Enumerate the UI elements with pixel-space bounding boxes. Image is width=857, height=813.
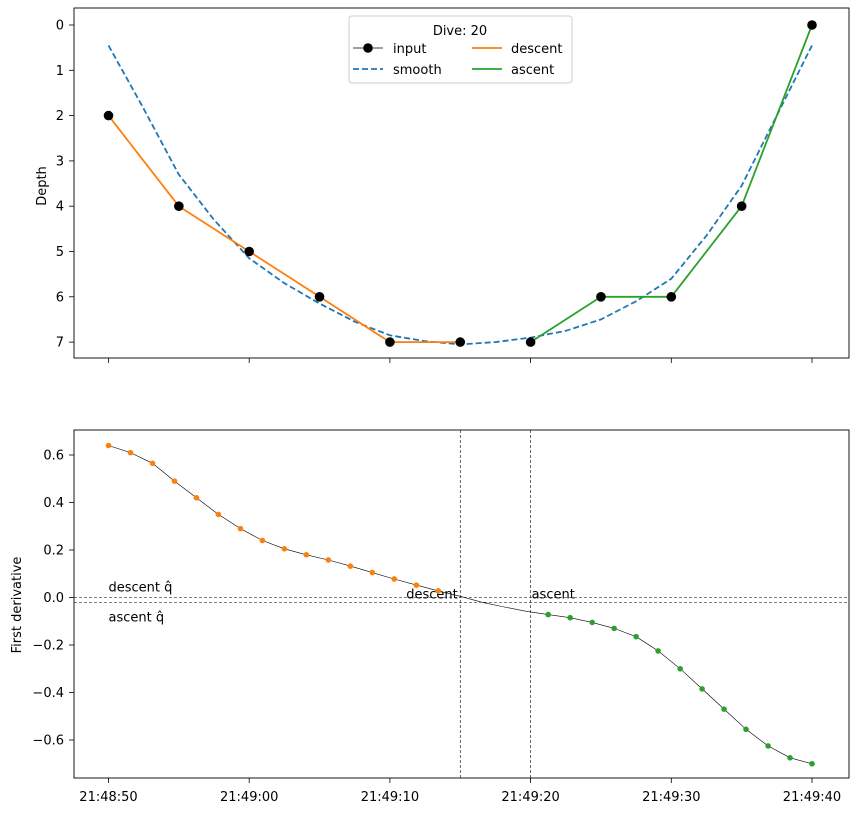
legend-entry-ascent: ascent <box>472 63 554 78</box>
legend-label-descent: descent <box>511 42 563 57</box>
descent-derivative-point <box>149 460 156 467</box>
derivative-y-ticks: 0.6 0.4 0.2 0.0 −0.2 −0.4 −0.6 <box>32 449 74 749</box>
ascent-derivative-point <box>721 706 727 712</box>
input-point <box>174 201 184 211</box>
derivative-panel: descent q̂ascent q̂descent ascent 0.60.40… <box>10 429 850 805</box>
depth-y-tick-label: 4 <box>56 200 64 215</box>
ascent-derivative-point <box>809 760 815 767</box>
derivative-y-tick-label: −0.6 <box>32 734 64 749</box>
legend-label-ascent: ascent <box>511 63 554 78</box>
derivative-y-tick-label: 0.6 <box>43 449 64 464</box>
legend-entry-smooth: smooth <box>353 63 442 78</box>
depth-panel: 0 1 2 3 4 5 6 7 Depth Dive: 20 input smooth des… <box>35 7 850 363</box>
depth-y-tick-label: 5 <box>56 245 64 260</box>
depth-y-ticks: 0 1 2 3 4 5 6 7 <box>56 19 74 351</box>
legend: Dive: 20 input smooth descent ascent <box>348 15 573 84</box>
depth-y-tick-label: 7 <box>56 336 64 351</box>
legend-marker-input <box>363 43 373 53</box>
input-point <box>314 292 325 302</box>
depth-series-group <box>103 20 817 347</box>
derivative-x-tick-label: 21:49:10 <box>361 790 419 805</box>
ascent-vline-annotation: ascent <box>532 588 575 603</box>
depth-y-tick-label: 1 <box>56 64 64 79</box>
ascent-derivative-point <box>787 755 793 761</box>
descent-derivative-point <box>193 494 200 501</box>
derivative-x-tick-label: 21:49:00 <box>220 790 278 805</box>
descent-derivative-point <box>347 563 354 569</box>
input-point <box>385 337 395 347</box>
derivative-x-ticks: 21:48:50 21:49:00 21:49:10 21:49:20 21:49:30… <box>79 778 841 805</box>
descent-derivative-point <box>105 442 112 449</box>
descent-q-annotation: descent q̂ <box>109 581 173 596</box>
depth-y-tick-label: 2 <box>56 109 64 124</box>
derivative-x-tick-label: 21:49:30 <box>642 790 700 805</box>
descent-derivative-point <box>303 551 310 558</box>
descent-derivative-point <box>413 582 420 588</box>
descent-derivative-point <box>435 588 442 594</box>
depth-y-tick-label: 3 <box>56 154 64 169</box>
descent-derivative-point <box>215 511 222 518</box>
descent-line <box>107 115 461 344</box>
input-point <box>525 337 536 347</box>
descent-derivative-point <box>127 449 134 456</box>
ascent-derivative-point <box>765 743 771 749</box>
ascent-derivative-point <box>655 648 661 654</box>
ascent-q-annotation: ascent q̂ <box>109 610 165 625</box>
depth-y-tick-label: 0 <box>56 19 64 34</box>
derivative-y-tick-label: 0.0 <box>43 591 64 606</box>
legend-entry-input: input <box>353 42 426 57</box>
input-point <box>103 110 114 121</box>
derivative-y-tick-label: −0.4 <box>32 686 64 701</box>
descent-derivative-point <box>369 569 376 576</box>
legend-box <box>348 15 573 84</box>
ascent-derivative-point <box>633 633 639 640</box>
depth-y-tick-label: 6 <box>56 290 64 305</box>
derivative-x-tick-label: 21:49:20 <box>501 790 559 805</box>
ascent-derivative-point <box>743 726 749 733</box>
derivative-x-tick-label: 21:49:40 <box>783 790 841 805</box>
legend-title: Dive: 20 <box>433 24 487 39</box>
legend-label-input: input <box>393 42 426 57</box>
descent-derivative-point <box>281 546 288 552</box>
legend-label-smooth: smooth <box>393 63 442 78</box>
derivative-y-axis-label: First derivative <box>10 557 25 654</box>
descent-derivative-point <box>325 557 332 563</box>
derivative-plot-frame <box>73 429 850 779</box>
reference-lines: descent q̂ ascent q̂ descent ascent <box>74 430 849 778</box>
derivative-series-group <box>105 442 815 767</box>
ascent-derivative-point <box>545 611 551 618</box>
depth-plot-frame <box>73 7 850 359</box>
input-point <box>807 20 817 30</box>
ascent-derivative-point <box>699 686 705 692</box>
derivative-y-tick-label: 0.4 <box>43 496 64 511</box>
descent-derivative-point <box>171 478 178 484</box>
input-point <box>736 201 747 211</box>
input-point <box>666 292 677 302</box>
derivative-y-tick-label: 0.2 <box>43 544 64 559</box>
depth-y-axis-label: Depth <box>35 166 50 206</box>
derivative-line <box>108 445 813 765</box>
ascent-derivative-point <box>589 619 596 626</box>
ascent-derivative-point <box>567 614 573 621</box>
derivative-y-tick-label: −0.2 <box>32 639 64 654</box>
legend-entry-descent: descent <box>472 42 563 57</box>
ascent-derivative-point <box>611 625 617 632</box>
descent-derivative-point <box>237 525 244 532</box>
input-point <box>244 246 254 257</box>
depth-x-ticks <box>108 358 813 363</box>
derivative-x-tick-label: 21:48:50 <box>79 790 137 805</box>
ascent-derivative-point <box>677 665 683 672</box>
descent-vline-annotation: descent <box>406 588 458 603</box>
descent-derivative-point <box>391 576 398 582</box>
descent-derivative-point <box>259 537 266 544</box>
input-point <box>455 337 466 347</box>
input-point <box>596 292 606 302</box>
